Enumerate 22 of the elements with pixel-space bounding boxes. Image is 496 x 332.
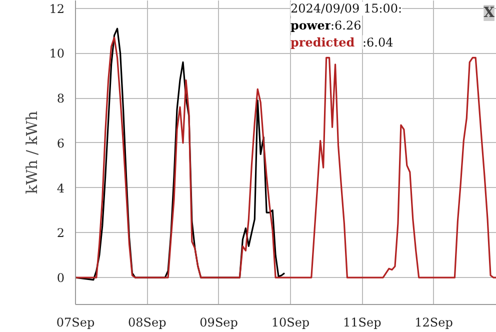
x-tick-label: 09Sep — [200, 316, 238, 330]
x-tick-label: 10Sep — [271, 316, 310, 330]
x-tick-label: 07Sep — [56, 316, 95, 330]
x-tick-label: 08Sep — [128, 316, 167, 330]
x-tick-label: 12Sep — [414, 316, 454, 330]
annotation: X — [484, 4, 495, 21]
y-axis-title: kWh / kWh — [23, 110, 42, 194]
x-tick-label: 11Sep — [343, 316, 382, 330]
annotation: 2024/09/09 15:00: — [290, 2, 402, 16]
annotation: :6.26 — [330, 18, 362, 32]
y-tick-label: 8 — [56, 92, 65, 106]
y-tick-label: 0 — [56, 271, 65, 286]
annotation: :6.04 — [362, 35, 394, 50]
y-tick-label: 2 — [56, 226, 65, 240]
text: power — [290, 18, 332, 32]
y-tick-label: 10 — [49, 46, 65, 61]
line-series — [76, 28, 286, 281]
y-tick-label: 4 — [56, 181, 65, 196]
y-tick-label: 6 — [56, 136, 65, 150]
series-label: predicted — [290, 35, 356, 50]
line-series — [76, 36, 496, 278]
y-tick-label: 12 — [49, 2, 65, 16]
